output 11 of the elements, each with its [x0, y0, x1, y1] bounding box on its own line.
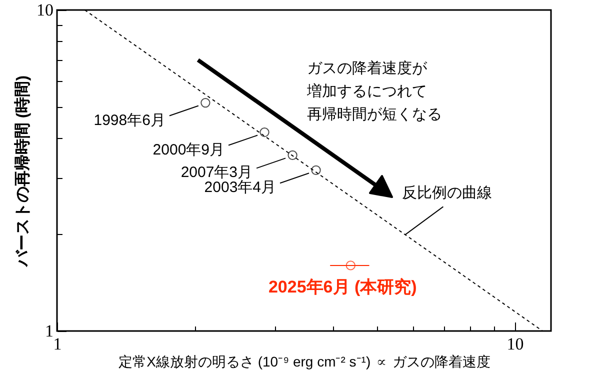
- annotation: ガスの降着速度が: [307, 60, 428, 77]
- annotation: 2007年3月: [180, 164, 253, 182]
- annotation: 2000年9月: [152, 141, 225, 158]
- annotation: 1998年6月: [94, 112, 166, 129]
- annotation: 増加するにつれて: [306, 83, 427, 100]
- annotation: 再帰時間が短くなる: [307, 106, 442, 123]
- legend-label: 反比例の曲線: [402, 184, 492, 202]
- annotation: 2003年4月: [204, 179, 276, 196]
- y-axis-title: バーストの再帰時間 (時間): [14, 75, 32, 268]
- series-label: 2025年6月 (本研究): [268, 277, 417, 296]
- x-axis-title: 定常X線放射の明るさ (10⁻⁹ erg cm⁻² s⁻¹) ∝ ガスの降着速度: [118, 354, 490, 370]
